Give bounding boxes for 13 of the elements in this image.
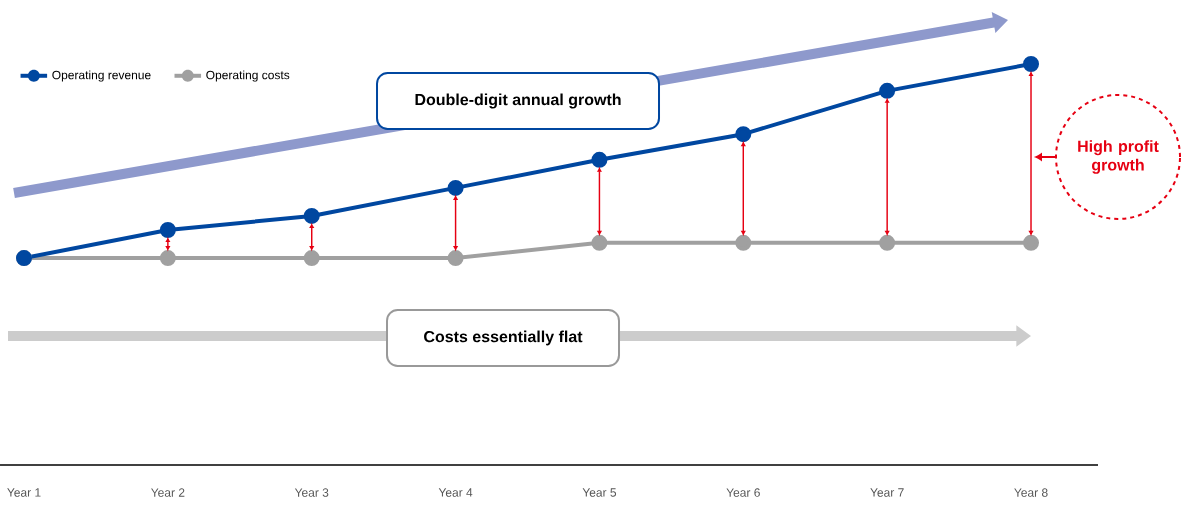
x-tick-label: Year 3 xyxy=(294,488,329,497)
x-tick-label: Year 7 xyxy=(870,488,904,497)
x-tick-label: Year 6 xyxy=(726,488,760,497)
x-tick-label: Year 8 xyxy=(1014,488,1048,497)
legend-label: Operating costs xyxy=(206,70,290,82)
x-tick-label: Year 2 xyxy=(151,488,185,497)
x-tick-label: Year 1 xyxy=(7,488,41,497)
annotation: High profit growth xyxy=(1078,140,1159,174)
annotation: Double-digit annual growth xyxy=(415,93,621,109)
x-tick-label: Year 4 xyxy=(438,488,473,497)
x-tick-label: Year 5 xyxy=(582,488,617,497)
annotation: Costs essentially flat xyxy=(424,330,583,346)
legend-label: Operating revenue xyxy=(52,70,151,82)
